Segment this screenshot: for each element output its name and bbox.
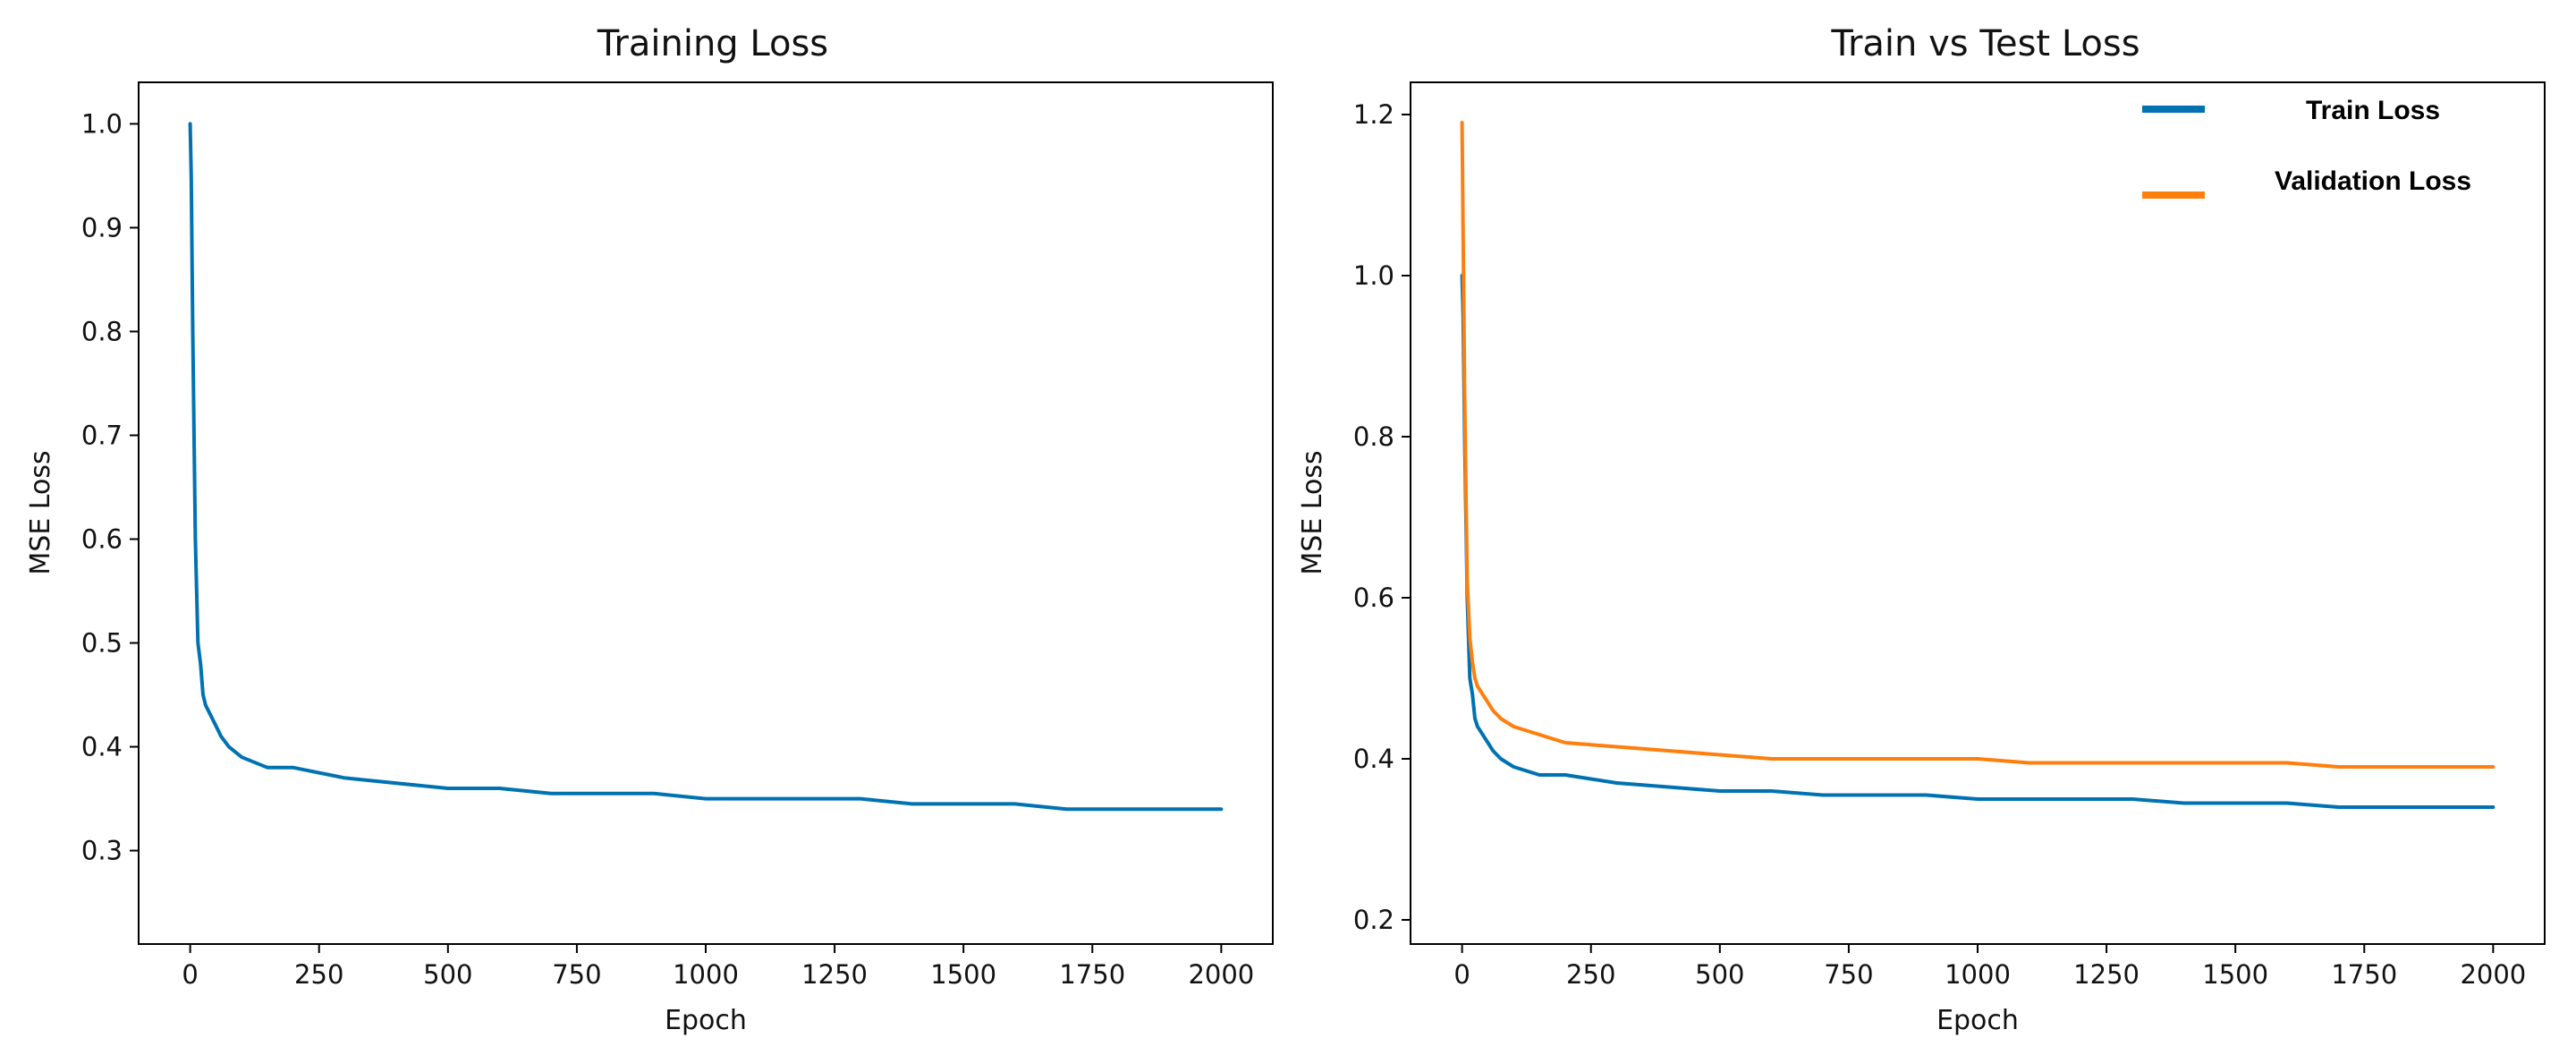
x-tick-label: 0 [1453,959,1470,990]
x-axis-label: Epoch [665,1005,747,1036]
legend-label-validation-loss: Validation Loss [2275,166,2471,196]
y-tick-label: 0.6 [81,524,123,555]
y-tick-label: 0.4 [1353,744,1394,774]
y-tick-label: 0.8 [81,316,123,346]
y-axis-label: MSE Loss [25,450,56,574]
x-tick-label: 1000 [1945,959,2011,990]
y-tick-label: 0.5 [81,628,123,659]
plot-frame [138,81,1274,945]
x-tick-label: 1500 [2202,959,2268,990]
plot-frame [1410,81,2546,945]
x-tick-label: 500 [423,959,472,990]
train-vs-test-loss-chart: Train vs Test Loss 0 250 500 750 1000 1250 150… [1297,23,2546,1036]
series-line-train-loss [1460,274,2496,809]
x-tick-label: 1250 [2073,959,2140,990]
y-tick-label: 0.6 [1353,583,1394,613]
series-group [1460,121,2496,809]
tick-group: 0 250 500 750 1000 1250 1500 1750 2000 0.2 0.4 0.6 0… [1353,99,2526,990]
x-tick-label: 1750 [1059,959,1125,990]
y-tick-label: 0.3 [81,836,123,866]
x-tick-label: 0 [182,959,198,990]
series-line-validation-loss [1460,121,2496,769]
legend-label-train-loss: Train Loss [2306,96,2440,125]
y-tick-label: 1.2 [1353,99,1394,130]
series-line-loss [188,122,1224,812]
x-tick-label: 250 [1566,959,1615,990]
y-tick-label: 0.4 [81,732,123,762]
x-tick-label: 2000 [2460,959,2526,990]
y-axis-label: MSE Loss [1297,450,1328,574]
y-tick-label: 1.0 [81,108,123,139]
y-tick-label: 0.8 [1353,421,1394,452]
x-tick-label: 2000 [1188,959,1254,990]
y-tick-label: 0.9 [81,212,123,242]
series-group [188,122,1224,812]
x-tick-label: 1750 [2331,959,2397,990]
y-tick-label: 0.7 [81,420,123,450]
x-tick-label: 500 [1695,959,1744,990]
x-tick-label: 750 [1824,959,1873,990]
chart-title: Train vs Test Loss [1830,23,2140,64]
y-tick-label: 0.2 [1353,905,1394,935]
chart-title: Training Loss [597,23,828,64]
x-tick-label: 1250 [801,959,868,990]
training-loss-chart: Training Loss 0 250 500 750 1000 1250 1500 1750… [25,23,1274,1036]
x-axis-label: Epoch [1936,1005,2019,1036]
x-tick-label: 250 [294,959,343,990]
x-tick-label: 1500 [930,959,996,990]
y-tick-label: 1.0 [1353,260,1394,291]
x-tick-label: 750 [552,959,601,990]
legend: Train Loss Validation Loss [2142,96,2471,199]
x-tick-label: 1000 [673,959,739,990]
tick-group: 0 250 500 750 1000 1250 1500 1750 2000 0.3 0.4 0.5 0… [81,108,1254,990]
